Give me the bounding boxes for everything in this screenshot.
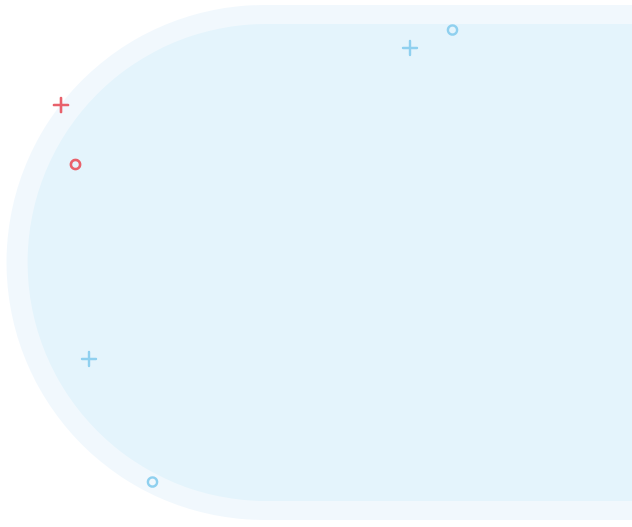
- blue-plus-icon: [401, 39, 419, 57]
- red-plus-icon: [52, 96, 70, 114]
- blue-plus-icon: [80, 350, 98, 368]
- blue-ring-icon: [146, 476, 159, 488]
- red-ring-icon: [69, 158, 82, 171]
- blue-ring-icon: [446, 24, 459, 36]
- inner-rounded-panel: [27, 24, 632, 501]
